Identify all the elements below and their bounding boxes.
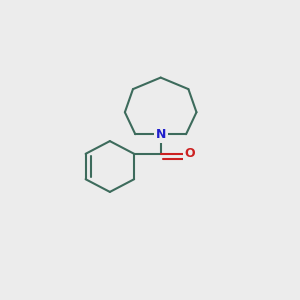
Text: N: N xyxy=(155,128,166,141)
Text: O: O xyxy=(185,147,195,160)
